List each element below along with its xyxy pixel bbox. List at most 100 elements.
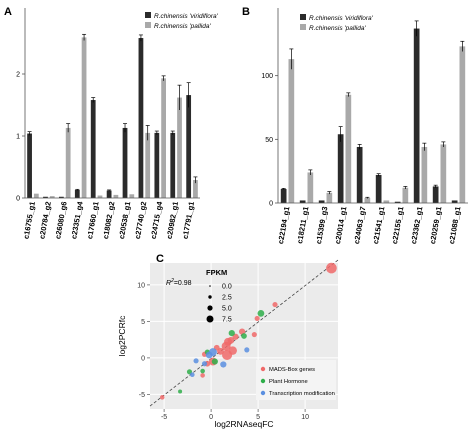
scatter-point (244, 347, 250, 353)
panel-b-bar (375, 174, 382, 203)
panel-letter-b: B (242, 6, 250, 18)
scatter-x-tick-label: -5 (161, 414, 167, 421)
panel-b-category-label: c20014_g1 (333, 206, 348, 245)
scatter-point (251, 331, 257, 338)
panel-a-bar (59, 196, 64, 198)
panel-b-category-label: c21088_g1 (447, 206, 462, 245)
panel-a-bar (129, 194, 135, 198)
panel-b-bar (413, 28, 420, 204)
size-legend-title: FPKM (206, 268, 227, 277)
scatter-y-tick-label: 0 (141, 355, 145, 362)
scatter-x-label: log2RNAseqFC (214, 419, 273, 429)
panel-a-category-label: c17660_g1 (85, 201, 100, 240)
scatter-point (257, 309, 265, 317)
scatter-axes: -5 0 5 10 -5 0 5 10 (137, 282, 309, 421)
size-legend-dot (206, 315, 214, 323)
category-legend-dot (260, 378, 266, 384)
panel-a-chart: c16755_g1 c20784_g2 c26080_g6 c23351_g4 c176… (16, 8, 219, 240)
panel-b-bar (299, 200, 306, 203)
panel-a-bar (49, 196, 55, 198)
size-legend-label: 5.0 (222, 306, 232, 313)
scatter-point (200, 368, 205, 374)
panel-b-bar (459, 46, 466, 203)
size-legend-label: 2.5 (222, 295, 232, 302)
panel-a-category-label: c16755_g1 (21, 201, 36, 240)
scatter-points (159, 262, 337, 400)
scatter-y-tick-label: -5 (139, 392, 145, 399)
size-legend-label: 7.5 (222, 317, 232, 324)
panel-b-bar (326, 192, 333, 203)
panel-a-bar (154, 132, 160, 198)
panel-a-bar (27, 133, 32, 198)
panel-b-bar (394, 201, 401, 203)
panel-b-bar (383, 200, 390, 203)
panel-b-bar (345, 94, 352, 203)
panel-b-bar (356, 146, 363, 203)
size-legend-label: 0.0 (222, 284, 232, 291)
panel-a-bar (177, 97, 182, 198)
scatter-point (241, 333, 247, 339)
panel-b-y-tick-label: 100 (261, 73, 273, 80)
category-legend-dot (260, 390, 266, 396)
panel-a-bar (193, 180, 198, 198)
size-legend-dot (207, 305, 213, 311)
panel-letter-a: A (4, 6, 12, 18)
panel-a-bar (138, 38, 144, 198)
fpkm-size-legend: FPKM 0.0 2.5 5.0 7.5 (206, 268, 232, 324)
panel-a-bar (81, 37, 87, 198)
panel-b-bar (432, 186, 439, 203)
panel-a-bar (113, 194, 119, 198)
panel-a-category-label: c17791_g1 (181, 201, 196, 240)
scatter-point (200, 373, 205, 378)
panel-b-bars (280, 20, 466, 204)
panel-a-bar (74, 189, 80, 198)
legend-label-light: R.chinensis 'pallida' (154, 23, 211, 30)
panel-a-y-tick-label: 1 (16, 134, 20, 141)
panel-a-axes: c16755_g1 c20784_g2 c26080_g6 c23351_g4 c176… (16, 8, 200, 240)
panel-a-bars (27, 33, 198, 198)
panel-a-bar (145, 132, 151, 198)
panel-a-y-tick-label: 2 (16, 72, 20, 79)
panel-b-bar (318, 200, 325, 203)
category-legend-label: Plant Hormone (269, 379, 308, 385)
panel-b-bar (280, 188, 287, 203)
scatter-point (221, 341, 231, 351)
panel-a-category-label: c20784_g2 (37, 201, 52, 240)
legend-swatch-dark (145, 12, 151, 18)
panel-b-bar (288, 59, 295, 203)
panel-a-bar (122, 127, 128, 198)
panel-b-bar (364, 197, 371, 203)
scatter-point (205, 351, 213, 359)
panel-b-bar (421, 146, 428, 203)
panel-b-category-label: c24063_g7 (352, 206, 367, 245)
legend-swatch-dark (300, 14, 306, 20)
panel-b-bar (451, 200, 458, 203)
legend-swatch-light (300, 24, 306, 30)
panel-b-y-tick-label: 0 (269, 201, 273, 208)
panel-b-bar (440, 144, 447, 203)
legend-label-dark: R.chinensis 'viridiflora' (154, 13, 219, 20)
scatter-point (228, 346, 237, 355)
panel-a-bar (170, 132, 176, 198)
panel-a-legend: R.chinensis 'viridiflora' R.chinensis 'p… (145, 12, 219, 30)
category-legend: MADS-Box genes Plant Hormone Transcription… (256, 360, 336, 400)
panel-a-category-label: c24715_g4 (149, 200, 165, 240)
scatter-y-label: log2PCRfc (117, 315, 127, 356)
panel-b-bar (337, 134, 344, 203)
scatter-y-tick-label: 5 (141, 319, 145, 326)
panel-a-category-label: c26080_g6 (53, 201, 68, 240)
panel-a-category-label: c23351_g4 (69, 200, 85, 240)
scatter-x-tick-label: 0 (209, 414, 213, 421)
panel-b-category-label: c18211_g1 (295, 206, 310, 245)
panel-a-bar (90, 100, 96, 198)
scatter-point (193, 358, 199, 364)
panel-letter-c: C (156, 253, 164, 265)
panel-a-bar (161, 78, 166, 198)
scatter-point (190, 372, 195, 377)
scatter-y-tick-label: 10 (137, 282, 145, 289)
panel-b-category-label: c22194_g1 (276, 206, 291, 245)
panel-b-category-label: c23362_g1 (409, 206, 424, 245)
panel-a-bar (65, 127, 71, 198)
category-legend-box (256, 360, 336, 400)
scatter-point (178, 389, 183, 394)
